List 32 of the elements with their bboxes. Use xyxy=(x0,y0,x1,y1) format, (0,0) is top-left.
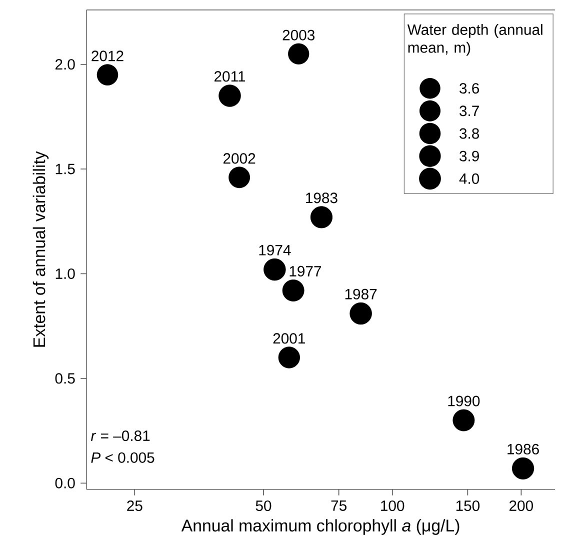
annotation: 1974 xyxy=(259,244,291,256)
y-tick-label: 0.0 xyxy=(55,478,75,488)
annotation: 2012 xyxy=(92,50,124,62)
x-tick-label: 25 xyxy=(127,500,142,512)
annotation: 1987 xyxy=(345,288,377,300)
legend-title: Water depth (annual mean, m) xyxy=(407,24,542,56)
annotation: 2011 xyxy=(214,71,246,82)
legend-label: 3.9 xyxy=(460,150,479,162)
annotation: 2002 xyxy=(223,153,256,164)
x-tick-label: 75 xyxy=(331,500,346,511)
y-tick-label: 1.0 xyxy=(56,268,75,280)
y-tick-label: 1.5 xyxy=(56,164,75,174)
legend-label: 3.7 xyxy=(460,106,479,116)
x-tick-label: 50 xyxy=(256,500,272,512)
annotation: 1990 xyxy=(448,396,480,406)
annotation: 2003 xyxy=(282,30,315,40)
annotation: 2001 xyxy=(273,333,305,344)
y-tick-label: 2.0 xyxy=(55,59,75,70)
x-tick-label: 150 xyxy=(456,500,480,512)
legend-label: 4.0 xyxy=(459,173,480,184)
annotation: 1986 xyxy=(508,444,539,454)
legend-label: 3.6 xyxy=(460,83,480,94)
x-axis-title: Annual maximum chlorophyll a (μg/L) xyxy=(181,519,460,535)
annotation: r = –0.81 xyxy=(90,430,150,442)
annotation: 1977 xyxy=(290,266,322,276)
annotation: 1983 xyxy=(306,192,338,204)
y-tick-label: 0.5 xyxy=(55,373,75,384)
x-tick-label: 100 xyxy=(381,500,404,512)
y-axis-title: Extent of annual variability xyxy=(32,151,49,347)
annotation: P < 0.005 xyxy=(91,452,154,463)
x-tick-label: 200 xyxy=(509,500,533,512)
legend-label: 3.8 xyxy=(460,128,480,139)
